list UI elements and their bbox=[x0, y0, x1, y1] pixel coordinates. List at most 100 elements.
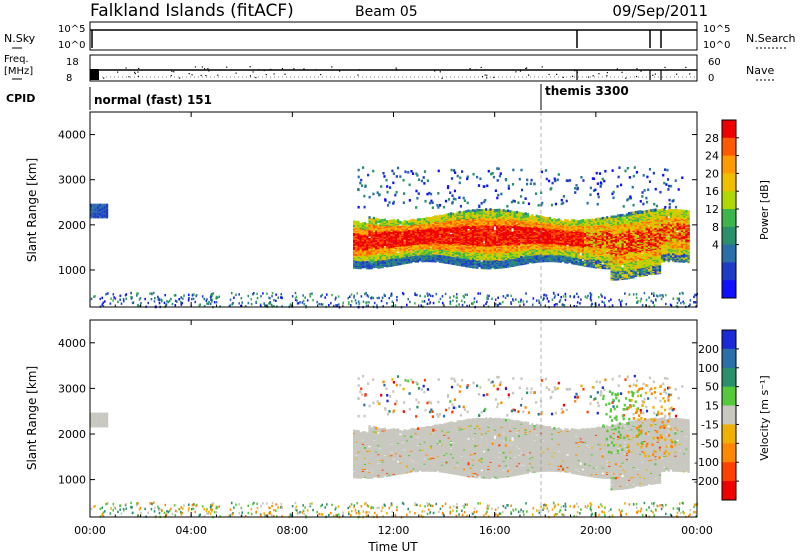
power-cell bbox=[383, 218, 387, 222]
power-cell bbox=[463, 215, 466, 219]
freq-dot bbox=[439, 71, 441, 73]
power-cell bbox=[454, 244, 457, 248]
power-cell bbox=[595, 226, 598, 229]
power-cell bbox=[526, 231, 530, 235]
power-cell bbox=[474, 257, 477, 260]
power-cell bbox=[452, 237, 455, 241]
power-cell bbox=[522, 239, 525, 243]
freq-dot bbox=[486, 74, 488, 76]
power-cell bbox=[416, 236, 420, 239]
power-cell bbox=[498, 234, 501, 238]
power-cell bbox=[478, 208, 481, 212]
power-cell bbox=[447, 260, 450, 264]
power-cell bbox=[548, 237, 552, 241]
power-cell bbox=[482, 217, 486, 220]
power-cell bbox=[485, 231, 488, 234]
power-cell bbox=[359, 231, 362, 235]
power-heatmap-cells bbox=[90, 166, 698, 309]
power-cell bbox=[496, 214, 499, 218]
freq-tick-low: 8 bbox=[66, 73, 72, 84]
freq-dot bbox=[526, 67, 528, 69]
power-cell bbox=[522, 259, 525, 262]
power-cell bbox=[414, 229, 417, 233]
power-cell bbox=[491, 261, 494, 265]
power-cell bbox=[520, 212, 523, 215]
power-cell bbox=[511, 261, 514, 264]
power-cell bbox=[445, 256, 448, 259]
power-cell bbox=[364, 256, 367, 260]
power-cell bbox=[454, 249, 457, 253]
power-cell bbox=[491, 216, 494, 219]
power-cell bbox=[372, 247, 376, 251]
power-cell bbox=[533, 228, 536, 232]
power-cell bbox=[425, 250, 428, 254]
power-cell bbox=[476, 233, 479, 237]
power-cell bbox=[599, 249, 602, 253]
power-cell bbox=[438, 241, 442, 245]
power-cell bbox=[551, 237, 554, 241]
power-cell bbox=[520, 245, 523, 249]
power-cell bbox=[403, 240, 406, 244]
power-cell bbox=[456, 256, 459, 259]
freq-dot bbox=[441, 77, 443, 79]
power-cell bbox=[436, 257, 439, 260]
power-cell bbox=[434, 230, 437, 233]
power-cell bbox=[419, 225, 422, 228]
nave-label: Nave bbox=[746, 64, 774, 77]
power-cell bbox=[509, 230, 512, 234]
power-cell bbox=[537, 235, 541, 238]
power-cell bbox=[570, 233, 574, 237]
power-cell bbox=[526, 248, 530, 252]
power-cell bbox=[535, 214, 538, 218]
power-cell bbox=[568, 241, 571, 245]
power-cell bbox=[504, 248, 508, 252]
power-cell bbox=[507, 249, 510, 252]
power-cell bbox=[529, 215, 532, 219]
power-cell bbox=[454, 221, 457, 224]
power-cell bbox=[465, 232, 468, 236]
power-cell bbox=[584, 253, 587, 256]
power-cell bbox=[467, 246, 470, 249]
power-cell bbox=[454, 213, 457, 216]
power-cell bbox=[485, 208, 488, 211]
power-cell bbox=[482, 246, 486, 250]
power-cell bbox=[515, 233, 519, 237]
power-cell bbox=[498, 208, 501, 212]
power-cell bbox=[452, 233, 455, 237]
power-cell bbox=[447, 231, 450, 235]
power-cell bbox=[584, 241, 587, 244]
power-cell bbox=[573, 225, 576, 228]
power-cell bbox=[370, 237, 373, 241]
power-cell bbox=[548, 254, 552, 258]
power-cell bbox=[597, 240, 600, 243]
power-cell bbox=[364, 242, 367, 246]
power-cell bbox=[531, 214, 534, 217]
power-cell bbox=[487, 231, 490, 234]
power-cell bbox=[359, 246, 362, 250]
power-cell bbox=[467, 214, 470, 218]
power-cell bbox=[425, 223, 428, 227]
power-cell bbox=[397, 253, 400, 256]
power-cell bbox=[399, 220, 402, 224]
power-cell bbox=[533, 231, 536, 235]
power-cell bbox=[353, 262, 356, 265]
freq-dot bbox=[525, 67, 527, 70]
power-cell bbox=[449, 226, 453, 229]
freq-dot bbox=[137, 75, 139, 77]
power-cell bbox=[590, 218, 593, 222]
power-cell bbox=[357, 252, 360, 256]
power-cell bbox=[535, 226, 538, 230]
power-cell bbox=[551, 234, 554, 238]
power-cell bbox=[496, 236, 499, 240]
power-cell bbox=[551, 230, 554, 234]
power-cell bbox=[412, 252, 415, 256]
power-cell bbox=[518, 239, 521, 242]
power-cell bbox=[590, 221, 593, 225]
freq-startup-block bbox=[90, 69, 99, 80]
power-cell bbox=[478, 262, 481, 266]
power-cell bbox=[474, 259, 477, 262]
power-cell bbox=[480, 247, 483, 251]
power-cell bbox=[419, 223, 422, 226]
power-cell bbox=[379, 263, 382, 267]
